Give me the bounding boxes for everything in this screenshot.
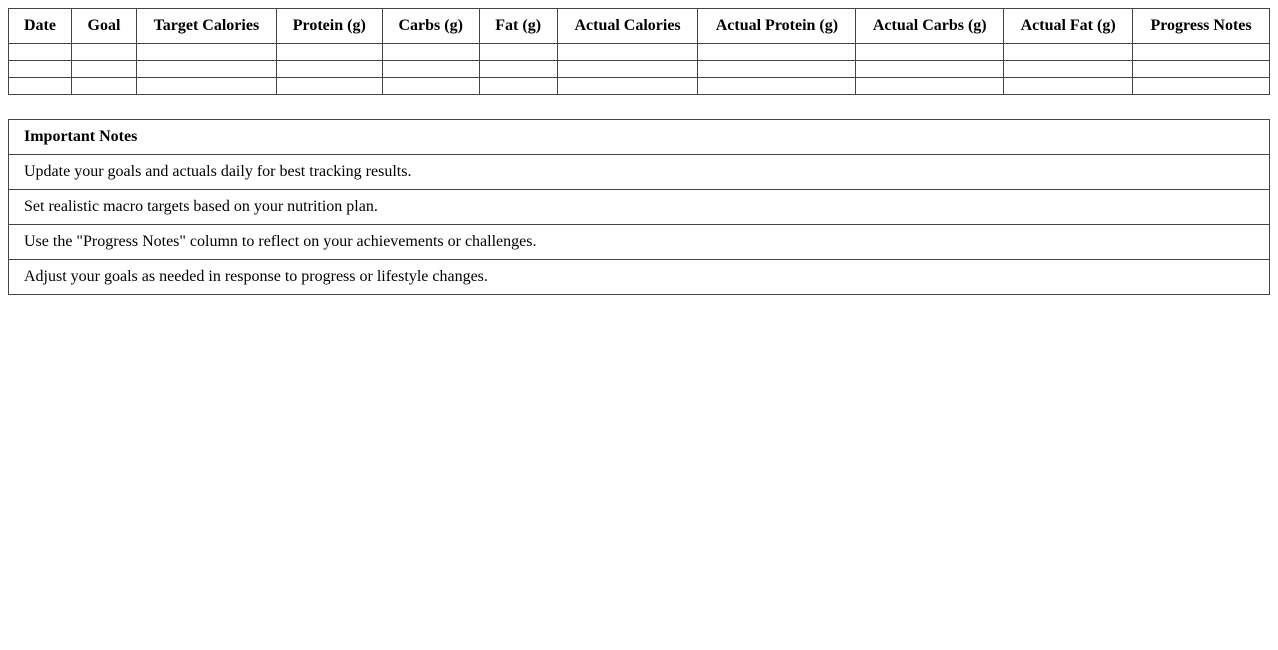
table-cell[interactable] bbox=[478, 43, 558, 61]
table-row bbox=[8, 60, 1270, 78]
table-cell[interactable] bbox=[556, 43, 699, 61]
table-cell[interactable] bbox=[478, 60, 558, 78]
table-row bbox=[8, 77, 1270, 95]
table-cell[interactable] bbox=[8, 60, 72, 78]
note-text: Set realistic macro targets based on you… bbox=[8, 189, 1270, 225]
column-header: Actual Calories bbox=[556, 8, 699, 44]
table-cell[interactable] bbox=[135, 43, 277, 61]
table-cell[interactable] bbox=[855, 60, 1005, 78]
note-row: Use the "Progress Notes" column to refle… bbox=[8, 224, 1270, 260]
table-cell[interactable] bbox=[275, 43, 383, 61]
table-cell[interactable] bbox=[135, 60, 277, 78]
table-cell[interactable] bbox=[135, 77, 277, 95]
column-header: Goal bbox=[70, 8, 137, 44]
table-cell[interactable] bbox=[697, 77, 857, 95]
table-cell[interactable] bbox=[556, 77, 699, 95]
column-header: Progress Notes bbox=[1132, 8, 1270, 44]
note-text: Use the "Progress Notes" column to refle… bbox=[8, 224, 1270, 260]
table-cell[interactable] bbox=[70, 60, 137, 78]
note-row: Adjust your goals as needed in response … bbox=[8, 259, 1270, 295]
important-notes-table: Important Notes Update your goals and ac… bbox=[8, 119, 1270, 295]
table-cell[interactable] bbox=[70, 43, 137, 61]
table-cell[interactable] bbox=[381, 77, 480, 95]
column-header: Actual Protein (g) bbox=[697, 8, 857, 44]
column-header: Actual Fat (g) bbox=[1003, 8, 1134, 44]
table-cell[interactable] bbox=[478, 77, 558, 95]
note-text: Update your goals and actuals daily for … bbox=[8, 154, 1270, 190]
table-cell[interactable] bbox=[1003, 43, 1134, 61]
table-cell[interactable] bbox=[855, 43, 1005, 61]
table-cell[interactable] bbox=[381, 43, 480, 61]
table-cell[interactable] bbox=[1003, 60, 1134, 78]
table-cell[interactable] bbox=[8, 43, 72, 61]
header-row: Date Goal Target Calories Protein (g) Carbs … bbox=[8, 8, 1270, 44]
table-cell[interactable] bbox=[1132, 77, 1270, 95]
table-cell[interactable] bbox=[381, 60, 480, 78]
note-row: Update your goals and actuals daily for … bbox=[8, 154, 1270, 190]
nutrition-tracker-table: Date Goal Target Calories Protein (g) Carbs … bbox=[8, 8, 1270, 95]
table-cell[interactable] bbox=[556, 60, 699, 78]
column-header: Protein (g) bbox=[275, 8, 383, 44]
notes-title: Important Notes bbox=[8, 119, 1270, 155]
table-cell[interactable] bbox=[275, 77, 383, 95]
column-header: Date bbox=[8, 8, 72, 44]
column-header: Carbs (g) bbox=[381, 8, 480, 44]
column-header: Actual Carbs (g) bbox=[855, 8, 1005, 44]
table-cell[interactable] bbox=[855, 77, 1005, 95]
note-text: Adjust your goals as needed in response … bbox=[8, 259, 1270, 295]
table-cell[interactable] bbox=[1003, 77, 1134, 95]
table-cell[interactable] bbox=[70, 77, 137, 95]
table-cell[interactable] bbox=[1132, 60, 1270, 78]
table-row bbox=[8, 43, 1270, 61]
table-cell[interactable] bbox=[697, 43, 857, 61]
column-header: Fat (g) bbox=[478, 8, 558, 44]
table-cell[interactable] bbox=[8, 77, 72, 95]
note-row: Set realistic macro targets based on you… bbox=[8, 189, 1270, 225]
table-cell[interactable] bbox=[275, 60, 383, 78]
table-cell[interactable] bbox=[1132, 43, 1270, 61]
table-cell[interactable] bbox=[697, 60, 857, 78]
column-header: Target Calories bbox=[135, 8, 277, 44]
